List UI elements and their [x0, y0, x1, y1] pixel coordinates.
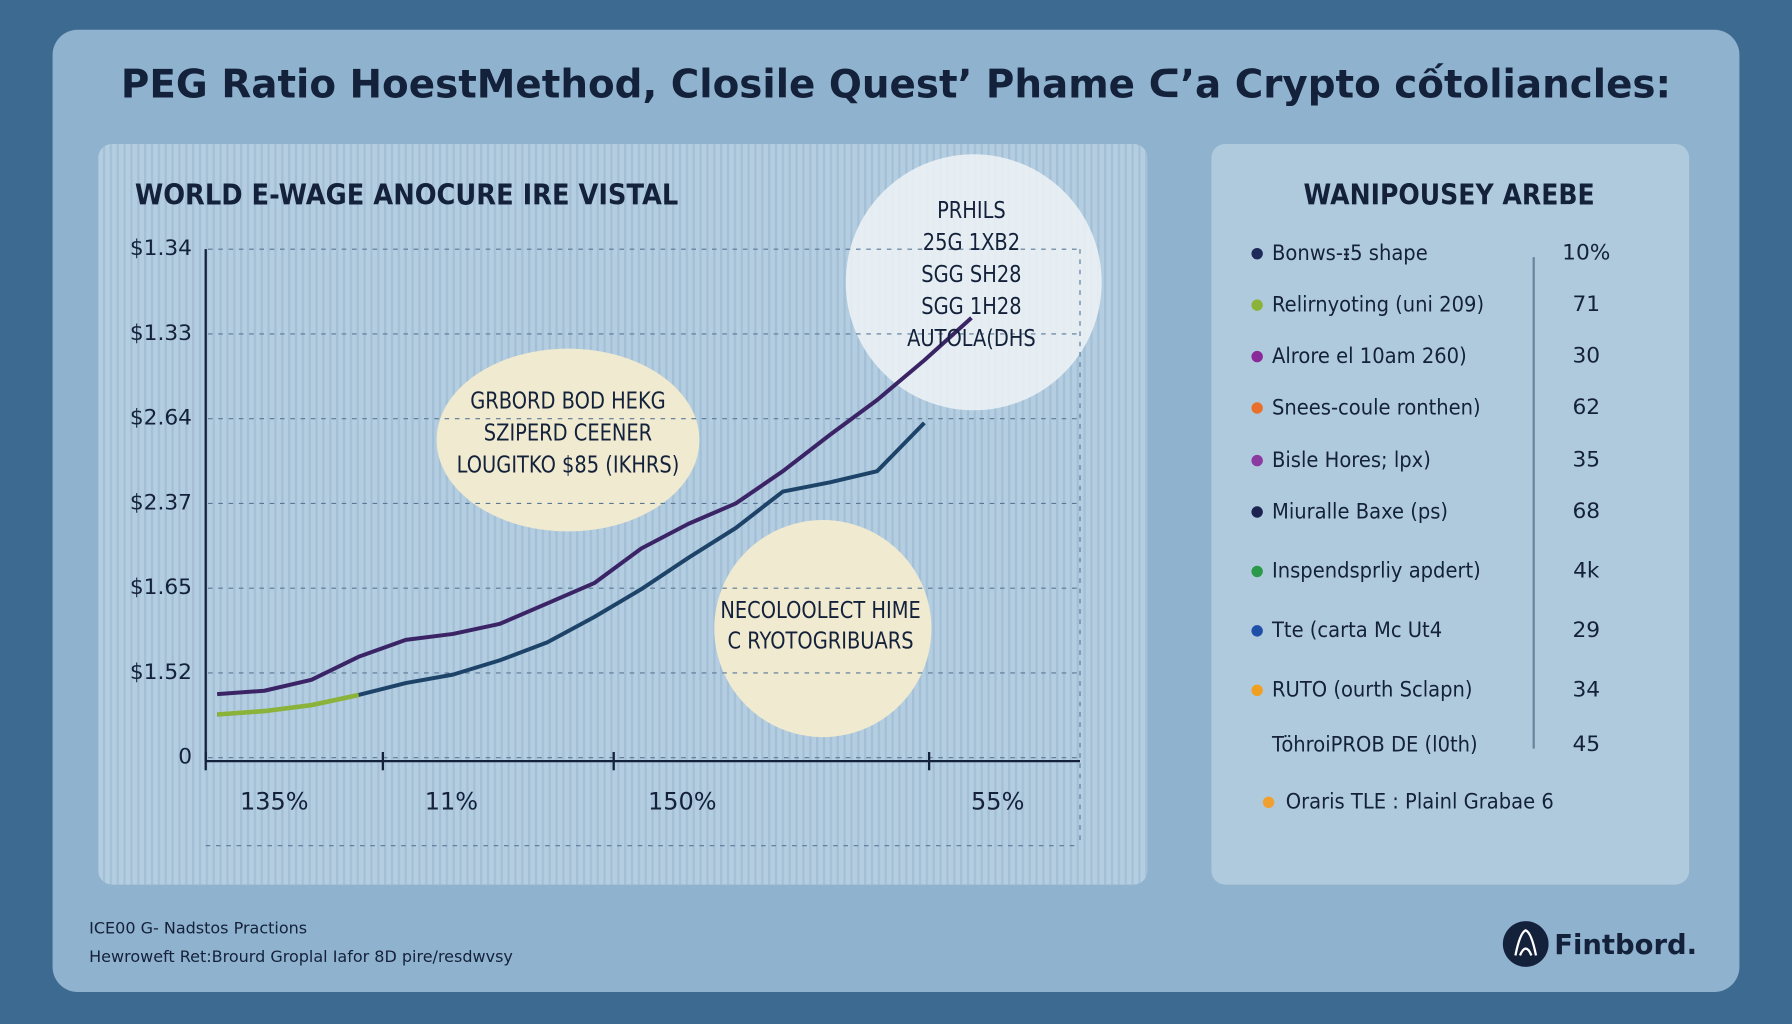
legend-panel — [1211, 144, 1690, 885]
x-tick-label: 135% — [240, 787, 309, 815]
legend-label: Alrore el 10am 260) — [1272, 343, 1467, 368]
y-tick-label: $1.33 — [130, 321, 192, 346]
legend-label: Snees-coule ronthen) — [1272, 394, 1481, 419]
callout-text: C RYOTOGRIBUARS — [727, 628, 913, 655]
legend-value: 4k — [1573, 558, 1600, 583]
legend-label: Bisle Hores; lpx) — [1272, 447, 1431, 472]
y-tick-label: $1.34 — [130, 236, 192, 261]
legend-dot — [1251, 454, 1263, 467]
legend-value: 29 — [1572, 618, 1600, 643]
y-tick-label: $1.65 — [130, 575, 192, 600]
legend-dot — [1251, 565, 1263, 578]
callout-text: SGG SH28 — [921, 261, 1021, 288]
brand-logo — [1502, 921, 1549, 967]
legend-dot — [1251, 299, 1263, 311]
brand-name: Fintbord. — [1554, 930, 1697, 961]
callout-text: LOUGITKO $85 (IKHRS) — [457, 452, 680, 479]
legend-title: WANIPOUSEY AREBE — [1304, 179, 1595, 212]
legend-dot — [1251, 684, 1263, 696]
legend-dot — [1251, 248, 1263, 260]
brand-logo-mark — [1514, 929, 1538, 956]
legend-value: 35 — [1572, 448, 1600, 473]
y-tick-label: $2.64 — [130, 406, 192, 431]
x-tick-label: 11% — [425, 787, 478, 815]
callout-bubble — [436, 348, 700, 532]
callout-text: SZIPERD CEENER — [484, 420, 653, 447]
y-tick-label: $2.37 — [130, 490, 192, 515]
x-tick-label: 150% — [648, 787, 717, 815]
legend-label: Bonws-ᵻ5 shape — [1272, 240, 1428, 265]
legend-dot — [1262, 796, 1275, 808]
y-tick-label: 0 — [178, 745, 192, 770]
callout-bubble — [845, 154, 1102, 411]
page-title: PEG Ratio HoestMethod, Closile Quest’ Ph… — [121, 62, 1671, 107]
chart-subtitle: WORLD E-WAGE ANOCURE IRE VISTAL — [135, 179, 678, 212]
y-tick-label: $1.52 — [130, 660, 192, 685]
legend-value: 68 — [1572, 499, 1600, 524]
legend-label: Tte (carta Mc Ut4 — [1271, 617, 1442, 642]
legend-label: TöhroiPROB DE (l0th) — [1271, 731, 1478, 756]
footer-text: Hewroweft Ret:Brourd Groplal Iafor 8D pi… — [89, 947, 513, 966]
legend-label: Inspendsprliy apdert) — [1272, 558, 1481, 583]
callout-text: SGG 1H28 — [921, 293, 1021, 320]
legend-value: 45 — [1572, 732, 1600, 757]
legend-value: 62 — [1572, 395, 1600, 420]
legend-dot — [1251, 402, 1263, 414]
legend-dot — [1251, 625, 1263, 637]
callout-bubble — [714, 520, 932, 738]
legend-value: 34 — [1572, 677, 1600, 702]
callout-text: PRHILS — [937, 197, 1006, 224]
series-line — [216, 692, 360, 717]
legend-label: Oraris TLE : Plainl Grabae 6 — [1286, 789, 1554, 814]
callout-text: NECOLOOLECT HIME — [720, 597, 920, 624]
series-line — [216, 316, 973, 697]
footer-text: ICE00 G- Nadstos Practions — [89, 919, 307, 938]
legend-label: Relirnyoting (uni 209) — [1272, 291, 1484, 316]
callout-text: AUTOLA(DHS — [907, 325, 1036, 352]
legend-value: 10% — [1562, 241, 1610, 266]
callout-text: GRBORD BOD HEKG — [470, 388, 665, 415]
legend-value: 71 — [1572, 292, 1600, 317]
legend-dot — [1251, 506, 1263, 518]
legend-dot — [1251, 350, 1263, 363]
legend-label: RUTO (ourth Sclapn) — [1272, 677, 1472, 702]
callout-text: 25G 1XB2 — [923, 229, 1020, 256]
legend-value: 30 — [1572, 344, 1600, 369]
x-tick-label: 55% — [971, 787, 1024, 815]
legend-label: Miuralle Baxe (ps) — [1272, 498, 1448, 523]
